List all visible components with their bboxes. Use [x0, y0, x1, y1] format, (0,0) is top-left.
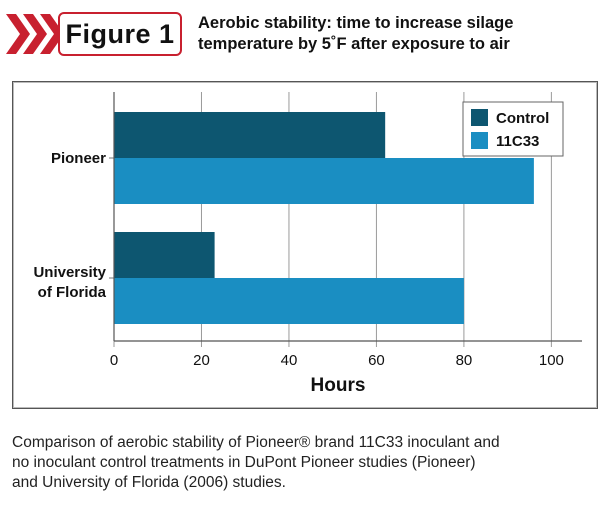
bar-control-0	[114, 112, 386, 158]
chart-panel: Pioneer University of Florida 0 20 40 60 80 100 H…	[12, 81, 598, 409]
caption-line-3: and University of Florida (2006) studies…	[12, 474, 286, 491]
caption-line-1: Comparison of aerobic stability of Pione…	[12, 434, 500, 451]
figure-title-line-2: temperature by 5˚F after exposure to air	[198, 35, 510, 53]
category-label-0: Pioneer	[51, 150, 106, 167]
legend-label-11c33: 11C33	[496, 133, 539, 150]
category-label-1: University of Florida	[33, 264, 106, 301]
category-label-line: University	[33, 264, 106, 281]
figure-caption: Comparison of aerobic stability of Pione…	[12, 433, 604, 493]
figure-title-line-1: Aerobic stability: time to increase sila…	[198, 14, 514, 32]
bar-chart: Pioneer University of Florida 0 20 40 60 80 100 H…	[33, 92, 582, 396]
figure-header: Figure 1 Aerobic stability: time to incr…	[0, 0, 610, 70]
x-tick-label-40: 40	[281, 352, 298, 369]
x-tick-label-100: 100	[539, 352, 564, 369]
x-tick-label-20: 20	[193, 352, 210, 369]
legend-swatch-control	[471, 109, 488, 126]
bar-control-1	[114, 232, 215, 278]
legend-swatch-11c33	[471, 132, 488, 149]
caption-line-2: no inoculant control treatments in DuPon…	[12, 454, 476, 471]
figure-title: Aerobic stability: time to increase sila…	[198, 13, 603, 55]
x-tick-label-60: 60	[368, 352, 385, 369]
chevron-arrows-icon	[6, 14, 64, 54]
x-tick-label-0: 0	[110, 352, 118, 369]
x-tick-label-80: 80	[456, 352, 473, 369]
figure-label: Figure 1	[58, 12, 182, 56]
bar-11c33-1	[114, 278, 464, 324]
bar-11c33-0	[114, 158, 534, 204]
category-label-line: Pioneer	[51, 150, 106, 167]
x-axis-title: Hours	[311, 375, 366, 396]
category-label-line: of Florida	[38, 284, 107, 301]
legend-label-control: Control	[496, 110, 549, 127]
